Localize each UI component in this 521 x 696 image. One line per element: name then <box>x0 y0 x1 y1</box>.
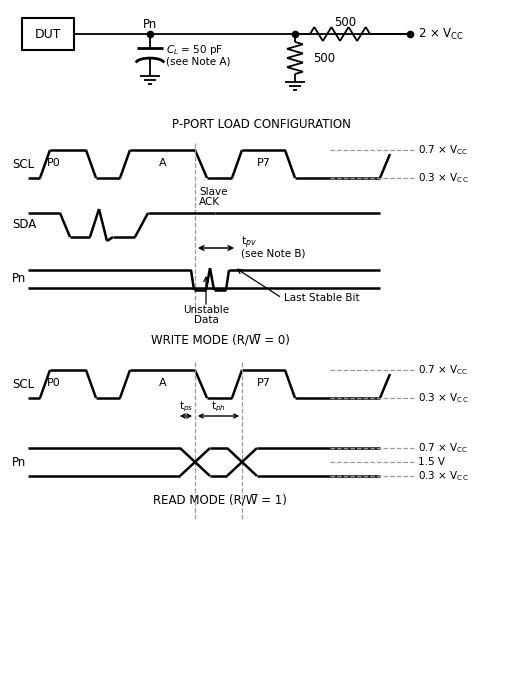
Text: Pn: Pn <box>12 273 26 285</box>
Text: 0.3 × V$_{\rm CC}$: 0.3 × V$_{\rm CC}$ <box>418 171 469 185</box>
Text: Pn: Pn <box>143 17 157 31</box>
Text: t$_{pv}$: t$_{pv}$ <box>241 235 257 251</box>
Text: 0.7 × V$_{\rm CC}$: 0.7 × V$_{\rm CC}$ <box>418 441 468 455</box>
Text: P7: P7 <box>257 158 271 168</box>
Text: Unstable: Unstable <box>183 305 229 315</box>
Text: (see Note B): (see Note B) <box>241 249 305 259</box>
Text: Data: Data <box>194 315 218 325</box>
Text: P0: P0 <box>47 378 61 388</box>
Text: DUT: DUT <box>35 28 61 40</box>
Text: (see Note A): (see Note A) <box>166 56 230 66</box>
Text: READ MODE (R/W̅ = 1): READ MODE (R/W̅ = 1) <box>153 493 287 507</box>
Bar <box>22 18 74 50</box>
Text: SDA: SDA <box>12 219 36 232</box>
Text: 0.7 × V$_{\rm CC}$: 0.7 × V$_{\rm CC}$ <box>418 363 468 377</box>
Text: t$_{ps}$: t$_{ps}$ <box>179 400 193 414</box>
Text: 0.3 × V$_{\rm CC}$: 0.3 × V$_{\rm CC}$ <box>418 469 469 483</box>
Text: 2 × V$_{\rm CC}$: 2 × V$_{\rm CC}$ <box>418 26 464 42</box>
Text: 0.3 × V$_{\rm CC}$: 0.3 × V$_{\rm CC}$ <box>418 391 469 405</box>
Text: SCL: SCL <box>12 157 34 171</box>
Text: 500: 500 <box>334 15 356 29</box>
Text: P0: P0 <box>47 158 61 168</box>
Text: Last Stable Bit: Last Stable Bit <box>284 293 359 303</box>
Text: P7: P7 <box>257 378 271 388</box>
Text: A: A <box>159 378 167 388</box>
Text: A: A <box>159 158 167 168</box>
Text: 1.5 V: 1.5 V <box>418 457 445 467</box>
Text: 500: 500 <box>313 52 335 65</box>
Text: P-PORT LOAD CONFIGURATION: P-PORT LOAD CONFIGURATION <box>171 118 351 132</box>
Text: SCL: SCL <box>12 377 34 390</box>
Text: ACK: ACK <box>199 197 220 207</box>
Text: $C_L$ = 50 pF: $C_L$ = 50 pF <box>166 43 224 57</box>
Text: t$_{ph}$: t$_{ph}$ <box>211 400 226 414</box>
Text: Pn: Pn <box>12 455 26 468</box>
Text: Slave: Slave <box>199 187 228 197</box>
Text: 0.7 × V$_{\rm CC}$: 0.7 × V$_{\rm CC}$ <box>418 143 468 157</box>
Text: WRITE MODE (R/W̅ = 0): WRITE MODE (R/W̅ = 0) <box>151 333 290 347</box>
